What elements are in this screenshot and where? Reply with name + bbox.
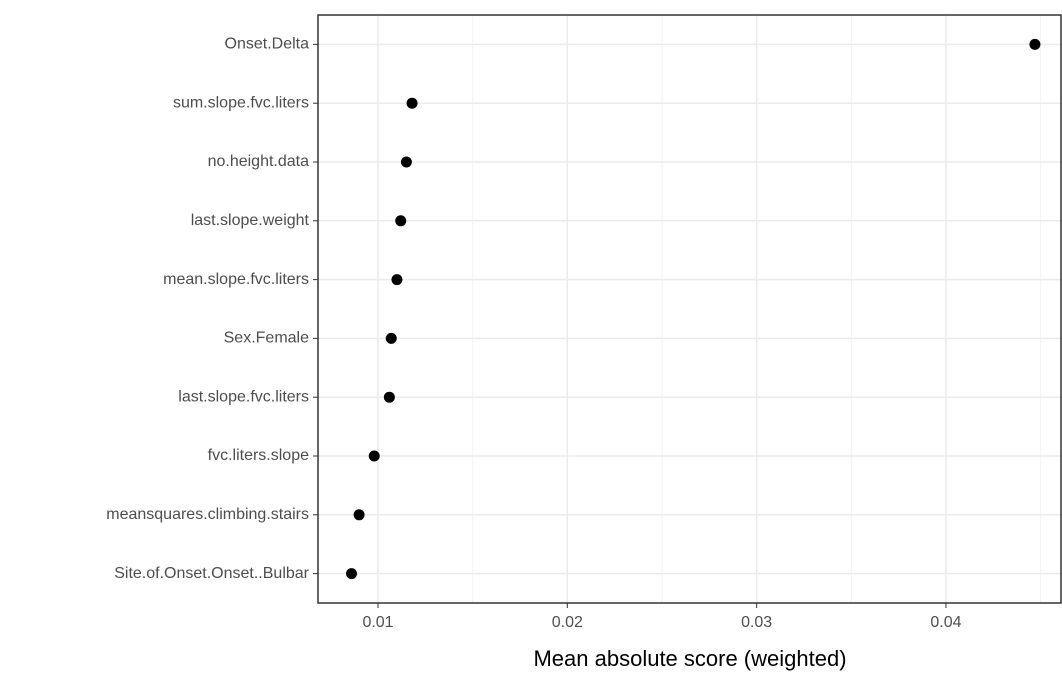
panel-border <box>317 14 1062 604</box>
y-tick-label: Sex.Female <box>224 330 309 347</box>
dot <box>400 156 412 168</box>
dot <box>383 391 395 403</box>
dot <box>368 450 380 462</box>
dot <box>395 215 407 227</box>
x-tick-label: 0.03 <box>741 614 772 631</box>
dot <box>391 274 403 286</box>
y-tick-label: last.slope.weight <box>191 212 310 229</box>
x-tick-label: 0.02 <box>552 614 583 631</box>
y-tick-label: sum.slope.fvc.liters <box>173 94 309 111</box>
x-axis-label: Mean absolute score (weighted) <box>533 646 846 671</box>
y-tick-label: meansquares.climbing.stairs <box>106 506 309 523</box>
y-tick-label: fvc.liters.slope <box>208 447 309 464</box>
y-tick-label: Site.of.Onset.Onset..Bulbar <box>114 565 309 582</box>
dot <box>346 568 358 580</box>
y-tick-label: no.height.data <box>208 153 310 170</box>
dot <box>406 97 418 109</box>
y-tick-label: Onset.Delta <box>225 36 310 53</box>
dot <box>385 332 397 344</box>
y-tick-label: last.slope.fvc.liters <box>178 388 309 405</box>
dot <box>1029 38 1041 50</box>
x-tick-label: 0.01 <box>362 614 393 631</box>
dot <box>353 509 365 521</box>
y-tick-label: mean.slope.fvc.liters <box>163 271 309 288</box>
x-tick-label: 0.04 <box>930 614 961 631</box>
